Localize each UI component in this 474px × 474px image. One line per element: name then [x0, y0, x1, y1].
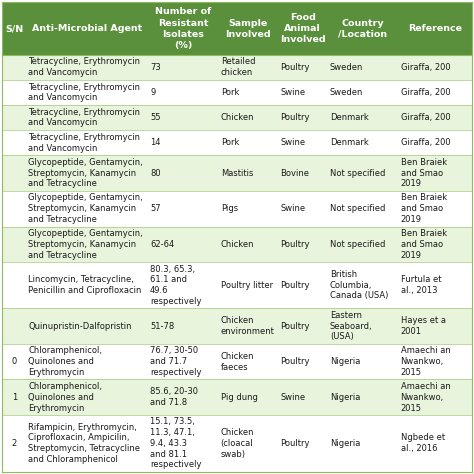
Text: 76.7, 30-50
and 71.7
respectively: 76.7, 30-50 and 71.7 respectively — [150, 346, 201, 377]
Text: Tetracycline, Erythromycin
and Vancomycin: Tetracycline, Erythromycin and Vancomyci… — [28, 133, 140, 153]
Text: Chicken
environment: Chicken environment — [221, 316, 274, 336]
Text: Pork: Pork — [221, 138, 239, 147]
Bar — [2, 155, 472, 191]
Bar — [2, 380, 472, 415]
Text: Chicken
(cloacal
swab): Chicken (cloacal swab) — [221, 428, 254, 459]
Text: Not specified: Not specified — [330, 204, 385, 213]
Text: Denmark: Denmark — [330, 138, 369, 147]
Text: Swine: Swine — [280, 393, 305, 402]
Text: Hayes et a
2001: Hayes et a 2001 — [401, 316, 446, 336]
Text: Giraffa, 200: Giraffa, 200 — [401, 63, 450, 72]
Text: Nigeria: Nigeria — [330, 439, 360, 448]
Text: Poultry: Poultry — [280, 357, 310, 366]
Text: Quinupristin-Dalfopristin: Quinupristin-Dalfopristin — [28, 321, 132, 330]
Text: Pigs: Pigs — [221, 204, 238, 213]
Text: Tetracycline, Erythromycin
and Vancomycin: Tetracycline, Erythromycin and Vancomyci… — [28, 108, 140, 128]
Text: Chicken: Chicken — [221, 240, 254, 249]
Text: Pig dung: Pig dung — [221, 393, 257, 402]
Text: 80: 80 — [150, 169, 161, 178]
Text: Ben Braiek
and Smao
2019: Ben Braiek and Smao 2019 — [401, 158, 447, 188]
Bar — [2, 344, 472, 380]
Bar — [2, 55, 472, 80]
Text: Rifampicin, Erythromycin,
Ciprofloxacin, Ampicilin,
Streptomycin, Tetracycline
a: Rifampicin, Erythromycin, Ciprofloxacin,… — [28, 423, 140, 464]
Text: 73: 73 — [150, 63, 161, 72]
Text: Tetracycline, Erythromycin
and Vancomycin: Tetracycline, Erythromycin and Vancomyci… — [28, 82, 140, 102]
Bar — [2, 415, 472, 472]
Text: S/N: S/N — [5, 24, 23, 33]
Bar — [2, 308, 472, 344]
Text: Giraffa, 200: Giraffa, 200 — [401, 88, 450, 97]
Text: Poultry: Poultry — [280, 63, 310, 72]
Text: Ngbede et
al., 2016: Ngbede et al., 2016 — [401, 434, 445, 453]
Text: 57: 57 — [150, 204, 161, 213]
Text: Ben Braiek
and Smao
2019: Ben Braiek and Smao 2019 — [401, 229, 447, 260]
Text: Number of
Resistant
Isolates
(%): Number of Resistant Isolates (%) — [155, 8, 211, 50]
Bar — [2, 130, 472, 155]
Text: 85.6, 20-30
and 71.8: 85.6, 20-30 and 71.8 — [150, 387, 198, 407]
Text: 2: 2 — [12, 439, 17, 448]
Bar — [2, 80, 472, 105]
Text: Poultry: Poultry — [280, 281, 310, 290]
Text: Poultry litter: Poultry litter — [221, 281, 273, 290]
Bar — [2, 105, 472, 130]
Text: Pork: Pork — [221, 88, 239, 97]
Text: Giraffa, 200: Giraffa, 200 — [401, 138, 450, 147]
Text: Poultry: Poultry — [280, 321, 310, 330]
Text: Eastern
Seaboard,
(USA): Eastern Seaboard, (USA) — [330, 311, 373, 341]
Text: Retailed
chicken: Retailed chicken — [221, 57, 255, 77]
Text: Sweden: Sweden — [330, 88, 363, 97]
Text: Glycopeptide, Gentamycin,
Streptomycin, Kanamycin
and Tetracycline: Glycopeptide, Gentamycin, Streptomycin, … — [28, 229, 143, 260]
Text: Poultry: Poultry — [280, 439, 310, 448]
Text: Chicken: Chicken — [221, 113, 254, 122]
Text: Glycopeptide, Gentamycin,
Streptomycin, Kanamycin
and Tetracycline: Glycopeptide, Gentamycin, Streptomycin, … — [28, 193, 143, 224]
Text: Not specified: Not specified — [330, 240, 385, 249]
Text: Sample
Involved: Sample Involved — [225, 18, 271, 38]
Text: Mastitis: Mastitis — [221, 169, 253, 178]
Text: Glycopeptide, Gentamycin,
Streptomycin, Kanamycin
and Tetracycline: Glycopeptide, Gentamycin, Streptomycin, … — [28, 158, 143, 188]
Text: British
Columbia,
Canada (USA): British Columbia, Canada (USA) — [330, 270, 388, 301]
Text: 51-78: 51-78 — [150, 321, 174, 330]
Text: Poultry: Poultry — [280, 240, 310, 249]
Text: 80.3, 65.3,
61.1 and
49.6
respectively: 80.3, 65.3, 61.1 and 49.6 respectively — [150, 264, 201, 306]
Text: Giraffa, 200: Giraffa, 200 — [401, 113, 450, 122]
Text: Amaechi an
Nwankwo,
2015: Amaechi an Nwankwo, 2015 — [401, 382, 450, 412]
Text: Amaechi an
Nwankwo,
2015: Amaechi an Nwankwo, 2015 — [401, 346, 450, 377]
Text: Chloramphenicol,
Quinolones and
Erythromycin: Chloramphenicol, Quinolones and Erythrom… — [28, 382, 102, 412]
Text: Tetracycline, Erythromycin
and Vancomycin: Tetracycline, Erythromycin and Vancomyci… — [28, 57, 140, 77]
Text: 15.1, 73.5,
11.3, 47.1,
9.4, 43.3
and 81.1
respectively: 15.1, 73.5, 11.3, 47.1, 9.4, 43.3 and 81… — [150, 417, 201, 469]
Text: Poultry: Poultry — [280, 113, 310, 122]
Text: Lincomycin, Tetracycline,
Penicillin and Ciprofloxacin: Lincomycin, Tetracycline, Penicillin and… — [28, 275, 142, 295]
Text: 1: 1 — [12, 393, 17, 402]
Text: 55: 55 — [150, 113, 161, 122]
Text: 14: 14 — [150, 138, 161, 147]
Bar — [2, 2, 472, 55]
Bar — [2, 227, 472, 262]
Text: Nigeria: Nigeria — [330, 357, 360, 366]
Text: Country
/Location: Country /Location — [338, 18, 387, 38]
Text: Swine: Swine — [280, 88, 305, 97]
Text: Not specified: Not specified — [330, 169, 385, 178]
Text: Chloramphenicol,
Quinolones and
Erythromycin: Chloramphenicol, Quinolones and Erythrom… — [28, 346, 102, 377]
Bar — [2, 191, 472, 227]
Text: Ben Braiek
and Smao
2019: Ben Braiek and Smao 2019 — [401, 193, 447, 224]
Text: 9: 9 — [150, 88, 155, 97]
Bar — [2, 262, 472, 308]
Text: Food
Animal
Involved: Food Animal Involved — [280, 13, 325, 44]
Text: 62-64: 62-64 — [150, 240, 174, 249]
Text: Denmark: Denmark — [330, 113, 369, 122]
Text: Swine: Swine — [280, 138, 305, 147]
Text: Nigeria: Nigeria — [330, 393, 360, 402]
Text: Chicken
faeces: Chicken faeces — [221, 352, 254, 372]
Text: Swine: Swine — [280, 204, 305, 213]
Text: 0: 0 — [12, 357, 17, 366]
Text: Furtula et
al., 2013: Furtula et al., 2013 — [401, 275, 441, 295]
Text: Sweden: Sweden — [330, 63, 363, 72]
Text: Anti-Microbial Agent: Anti-Microbial Agent — [32, 24, 142, 33]
Text: Reference: Reference — [408, 24, 462, 33]
Text: Bovine: Bovine — [280, 169, 309, 178]
